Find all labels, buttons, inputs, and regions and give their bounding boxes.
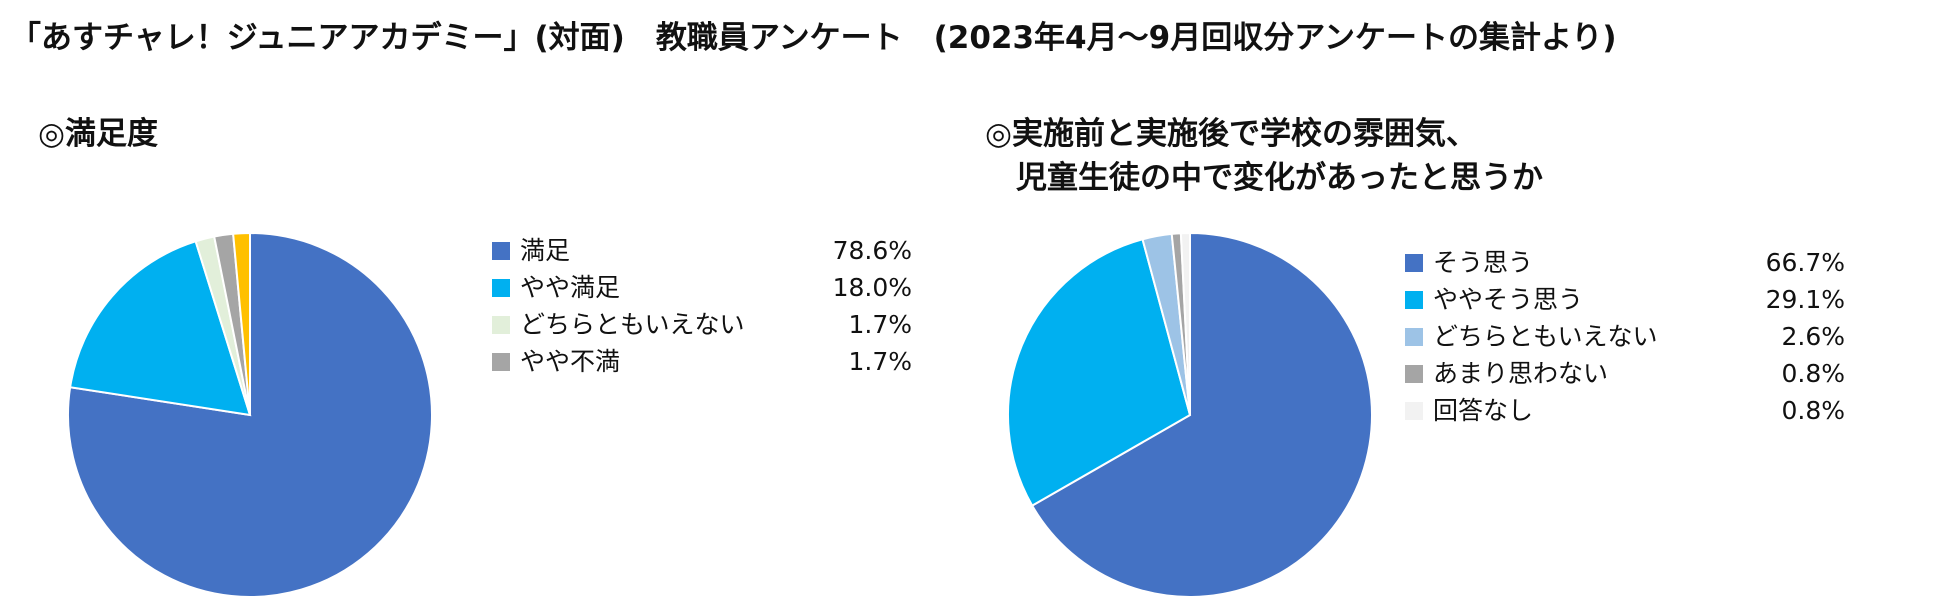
legend-item: ややそう思う 29.1%: [1405, 281, 1845, 318]
legend-label: あまり思わない: [1433, 359, 1609, 388]
legend-value: 78.6%: [832, 236, 912, 265]
legend-value: 66.7%: [1765, 248, 1845, 277]
legend-value: 2.6%: [1781, 322, 1845, 351]
legend-label: どちらともいえない: [1433, 322, 1658, 351]
pie-slice-unlabeled: [232, 231, 251, 416]
legend-swatch: [492, 316, 510, 334]
legend-label: やや不満: [520, 347, 621, 376]
legend-swatch: [1405, 365, 1423, 383]
legend-label: やや満足: [520, 273, 621, 302]
legend-label: そう思う: [1433, 248, 1534, 277]
legend-swatch: [1405, 402, 1423, 420]
legend-item: 満足 78.6%: [492, 232, 912, 269]
legend-change: そう思う 66.7% ややそう思う 29.1% どちらともいえない 2.6% あまり思わない…: [1405, 244, 1845, 429]
legend-label: ややそう思う: [1433, 285, 1584, 314]
legend-swatch: [492, 242, 510, 260]
legend-satisfaction: 満足 78.6% やや満足 18.0% どちらともいえない 1.7% やや不満 1.7%: [492, 232, 912, 380]
chart-title-change: ◎実施前と実施後で学校の雰囲気、 児童生徒の中で変化があったと思うか: [985, 112, 1543, 200]
legend-item: どちらともいえない 2.6%: [1405, 318, 1845, 355]
pie-slice: [1179, 231, 1191, 416]
legend-value: 0.8%: [1781, 359, 1845, 388]
legend-item: 回答なし 0.8%: [1405, 392, 1845, 429]
legend-value: 1.7%: [848, 347, 912, 376]
pie-slice: [1007, 238, 1192, 508]
chart-title-line: ◎実施前と実施後で学校の雰囲気、: [985, 116, 1478, 152]
legend-swatch: [1405, 254, 1423, 272]
legend-item: そう思う 66.7%: [1405, 244, 1845, 281]
pie-slice: [1030, 231, 1373, 598]
legend-item: やや不満 1.7%: [492, 343, 912, 380]
legend-value: 29.1%: [1765, 285, 1845, 314]
chart-title-satisfaction: ◎満足度: [38, 112, 158, 156]
legend-label: 回答なし: [1433, 396, 1534, 425]
legend-swatch: [492, 279, 510, 297]
pie-chart-change: [1007, 231, 1373, 598]
pie-chart-satisfaction: [67, 231, 433, 598]
legend-swatch: [1405, 328, 1423, 346]
legend-item: あまり思わない 0.8%: [1405, 355, 1845, 392]
legend-label: どちらともいえない: [520, 310, 745, 339]
legend-item: どちらともいえない 1.7%: [492, 306, 912, 343]
chart-title-line: ◎満足度: [38, 116, 159, 152]
chart-title-line: 児童生徒の中で変化があったと思うか: [985, 160, 1543, 196]
legend-value: 0.8%: [1781, 396, 1845, 425]
legend-swatch: [492, 353, 510, 371]
legend-item: やや満足 18.0%: [492, 269, 912, 306]
legend-swatch: [1405, 291, 1423, 309]
legend-value: 1.7%: [848, 310, 912, 339]
legend-value: 18.0%: [832, 273, 912, 302]
pie-slice: [68, 240, 252, 417]
page-title: 「あすチャレ！ジュニアアカデミー」(対面) 教職員アンケート (2023年4月～…: [10, 20, 1617, 56]
legend-label: 満足: [520, 236, 571, 265]
